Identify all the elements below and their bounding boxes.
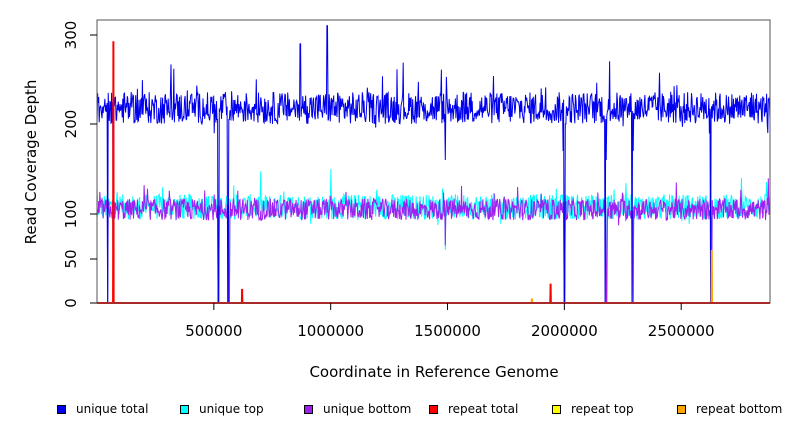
x-tick-label: 500000 [185, 322, 242, 340]
legend-label: unique total [76, 402, 149, 416]
y-tick-label: 0 [62, 298, 80, 308]
legend-item-repeat-bottom: repeat bottom [677, 400, 782, 418]
legend-label: unique top [199, 402, 264, 416]
legend-swatch [57, 404, 66, 414]
legend-label: repeat total [448, 402, 519, 416]
legend-swatch [429, 404, 438, 414]
series-line-unique-top [96, 168, 771, 304]
series-line-repeat-bottom [97, 249, 770, 304]
x-tick-label: 2000000 [531, 322, 598, 340]
series-line-repeat-total [97, 41, 770, 304]
series-line-unique-total [96, 25, 771, 304]
plot-frame [96, 19, 771, 304]
ticks-layer: 500000 1000000 1500000 2000000 2500000 0 50 100… [62, 21, 715, 340]
legend-item-unique-bottom: unique bottom [304, 400, 411, 418]
legend-item-repeat-top: repeat top [552, 400, 634, 418]
y-tick-label: 50 [62, 249, 80, 268]
legend-item-unique-top: unique top [180, 400, 264, 418]
legend-swatch [677, 404, 686, 414]
x-tick-label: 1500000 [414, 322, 481, 340]
legend-label: unique bottom [323, 402, 412, 416]
y-tick-label: 100 [62, 200, 80, 229]
series-layer [96, 25, 771, 304]
series-line-unique-bottom [96, 178, 771, 304]
legend-item-unique-total: unique total [57, 400, 148, 418]
y-tick-label: 200 [62, 110, 80, 139]
legend-swatch [180, 404, 189, 414]
legend: unique total unique top unique bottom re… [0, 400, 792, 420]
legend-label: repeat bottom [696, 402, 783, 416]
x-tick-label: 2500000 [648, 322, 715, 340]
legend-swatch [304, 404, 313, 414]
x-axis-title: Coordinate in Reference Genome [309, 363, 558, 381]
legend-label: repeat top [571, 402, 634, 416]
legend-item-repeat-total: repeat total [429, 400, 518, 418]
x-tick-label: 1000000 [297, 322, 364, 340]
y-axis-title: Read Coverage Depth [22, 80, 40, 245]
legend-swatch [552, 404, 561, 414]
coverage-chart: 500000 1000000 1500000 2000000 2500000 0 50 100… [22, 19, 771, 381]
y-tick-label: 300 [62, 21, 80, 50]
